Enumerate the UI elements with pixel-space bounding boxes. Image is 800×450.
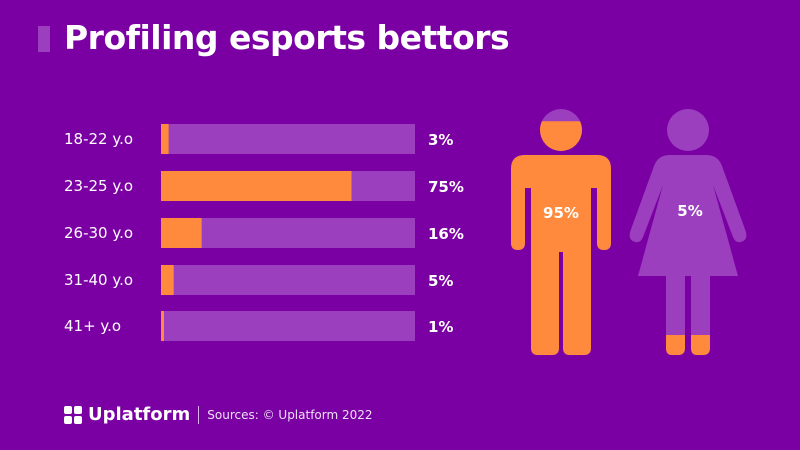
uplatform-logo-icon [64,405,82,424]
female-figure [629,109,747,355]
bar [161,124,169,154]
male-percent-label: 95% [543,204,579,222]
divider [198,405,200,424]
bar-track [161,124,415,154]
bar-track [161,218,415,248]
female-percent-label: 5% [677,202,702,220]
category-label: 41+ y.o [64,317,121,335]
bar [161,265,174,295]
value-label: 1% [428,318,453,336]
value-label: 3% [428,131,453,149]
category-label: 18-22 y.o [64,130,133,148]
category-label: 31-40 y.o [64,271,133,289]
value-label: 16% [428,225,464,243]
bar-track [161,265,415,295]
category-label: 23-25 y.o [64,177,133,195]
page-title: Profiling esports bettors [64,18,510,57]
category-label: 26-30 y.o [64,224,133,242]
bar-track [161,311,415,341]
value-label: 75% [428,178,464,196]
title-accent-mark [38,26,50,52]
bar [161,311,164,341]
bar [161,171,352,201]
brand-name: Uplatform [88,404,191,425]
male-figure [511,109,611,355]
bar [161,218,202,248]
value-label: 5% [428,272,453,290]
footer: Uplatform Sources: © Uplatform 2022 [64,404,373,425]
sources-text: Sources: © Uplatform 2022 [207,407,373,422]
